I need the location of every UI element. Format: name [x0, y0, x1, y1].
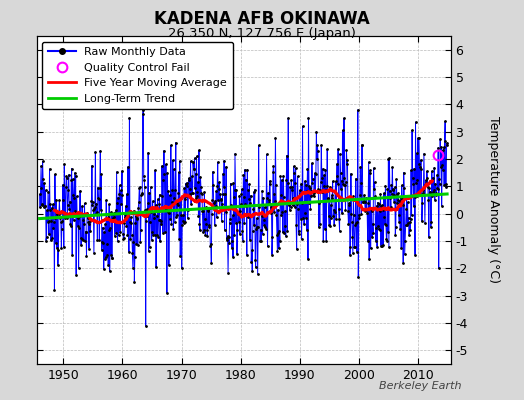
Text: 26.350 N, 127.756 E (Japan): 26.350 N, 127.756 E (Japan): [168, 27, 356, 40]
Text: KADENA AFB OKINAWA: KADENA AFB OKINAWA: [154, 10, 370, 28]
Legend: Raw Monthly Data, Quality Control Fail, Five Year Moving Average, Long-Term Tren: Raw Monthly Data, Quality Control Fail, …: [42, 42, 233, 109]
Text: Berkeley Earth: Berkeley Earth: [379, 381, 461, 391]
Y-axis label: Temperature Anomaly (°C): Temperature Anomaly (°C): [487, 116, 500, 284]
